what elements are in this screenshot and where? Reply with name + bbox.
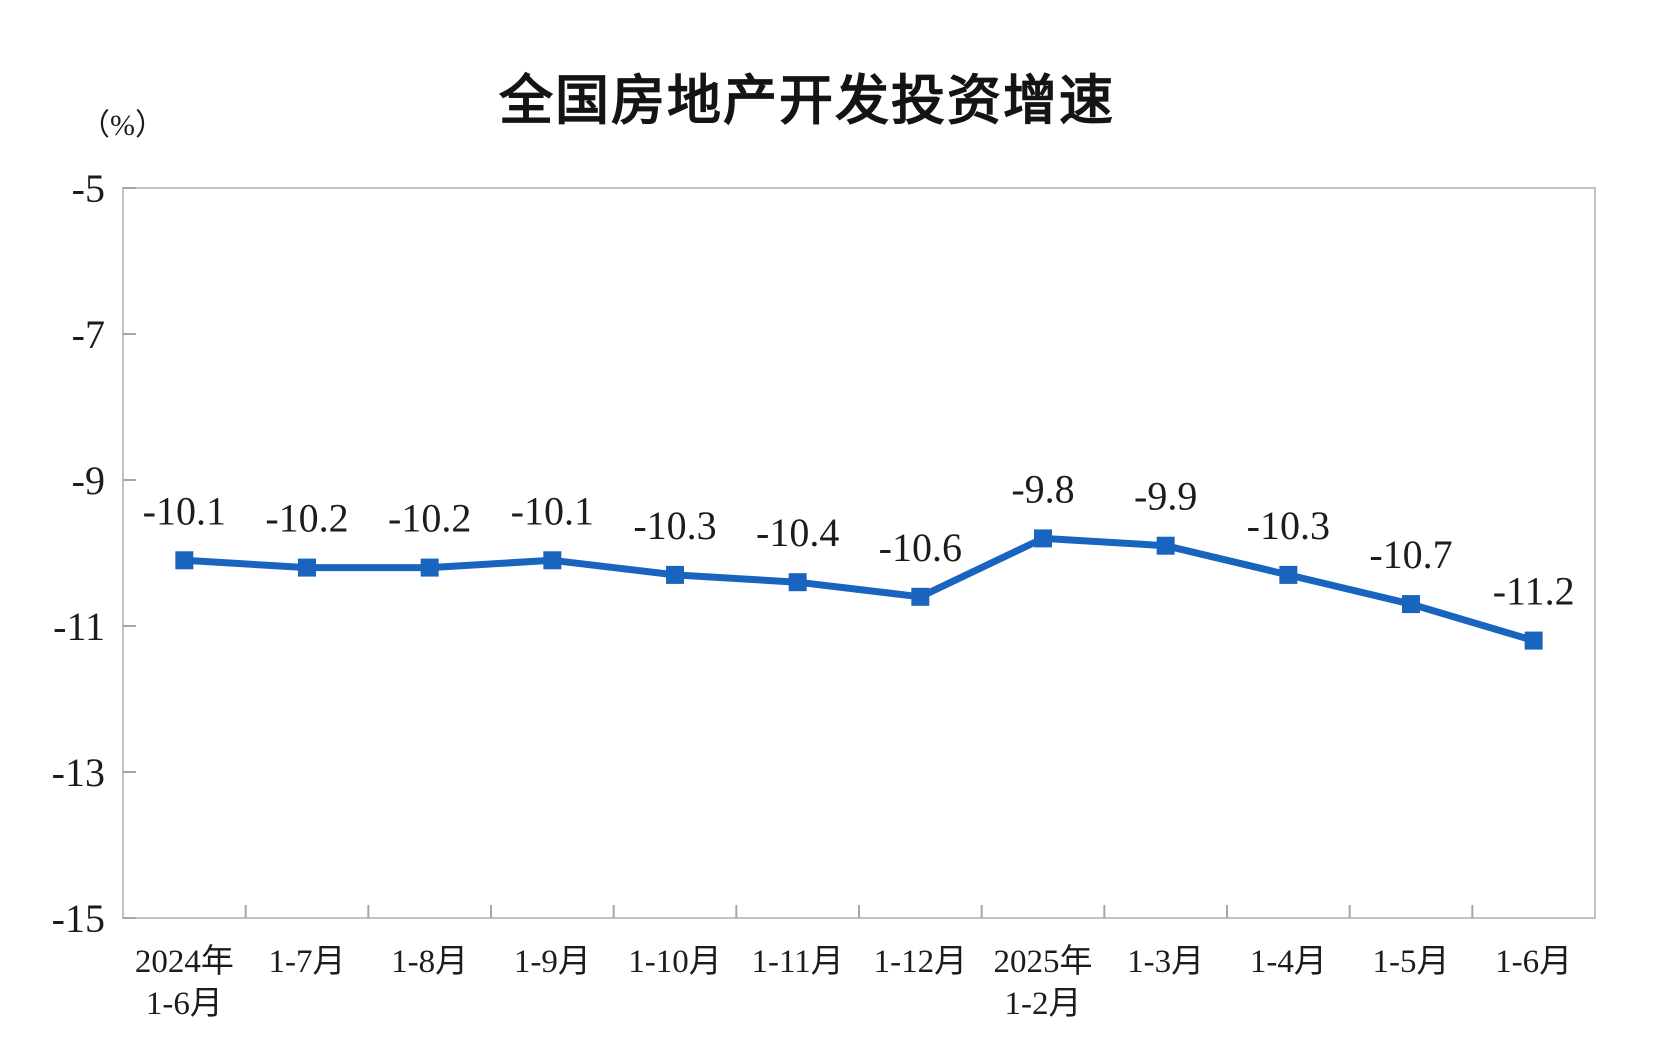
data-label: -10.4 (756, 510, 839, 555)
y-axis-tick-label: -9 (72, 458, 105, 503)
x-axis-label: 1-8月 (391, 944, 468, 980)
x-axis-label: 2025年 (994, 943, 1093, 980)
data-point-marker (788, 573, 807, 592)
x-axis-label: 1-12月 (874, 944, 968, 980)
y-axis-tick-label: -11 (53, 604, 105, 649)
series-line (180, 534, 1538, 645)
x-axis-label: 1-5月 (1373, 944, 1450, 980)
data-label: -10.1 (143, 488, 226, 533)
y-axis-unit-label: （%） (80, 109, 165, 142)
data-label: -10.1 (511, 488, 594, 533)
data-label: -10.3 (1247, 503, 1330, 548)
x-axis-label: 1-3月 (1127, 944, 1204, 980)
data-point-marker (1156, 536, 1175, 555)
x-axis-label: 1-4月 (1250, 944, 1327, 980)
x-axis-label: 1-9月 (514, 944, 591, 980)
data-point-marker (420, 558, 439, 577)
data-point-marker (298, 558, 316, 577)
x-axis-label-line2: 1-2月 (1005, 986, 1082, 1022)
y-axis-tick-label: -13 (52, 750, 105, 795)
data-point-marker (1034, 529, 1052, 548)
y-axis-tick-label: -7 (72, 312, 105, 357)
data-label: -10.7 (1369, 532, 1452, 577)
x-axis-label: 2024年 (135, 943, 234, 980)
x-axis-label: 1-10月 (628, 944, 722, 980)
x-axis-label: 1-7月 (269, 944, 346, 980)
y-axis-tick-label: -5 (72, 166, 105, 211)
x-axis-label: 1-11月 (752, 944, 844, 980)
data-label: -9.9 (1134, 474, 1197, 519)
data-point-marker (543, 551, 562, 570)
data-label: -10.2 (265, 496, 348, 541)
x-axis-label: 1-6月 (1495, 944, 1572, 980)
data-point-marker (1402, 595, 1420, 614)
data-point-marker (911, 587, 930, 606)
data-point-marker (666, 565, 684, 584)
data-point-marker (175, 551, 194, 570)
chart-title: 全国房地产开发投资增速 (499, 71, 1115, 131)
data-label: -9.8 (1011, 466, 1074, 511)
y-axis-tick-label: -15 (52, 896, 105, 941)
data-point-marker (1279, 565, 1298, 584)
data-label: -11.2 (1493, 569, 1575, 614)
x-axis-label-line2: 1-6月 (146, 986, 223, 1022)
data-label: -10.2 (388, 496, 471, 541)
data-label: -10.6 (879, 525, 962, 570)
data-point-marker (1524, 631, 1543, 650)
data-label: -10.3 (633, 503, 716, 548)
